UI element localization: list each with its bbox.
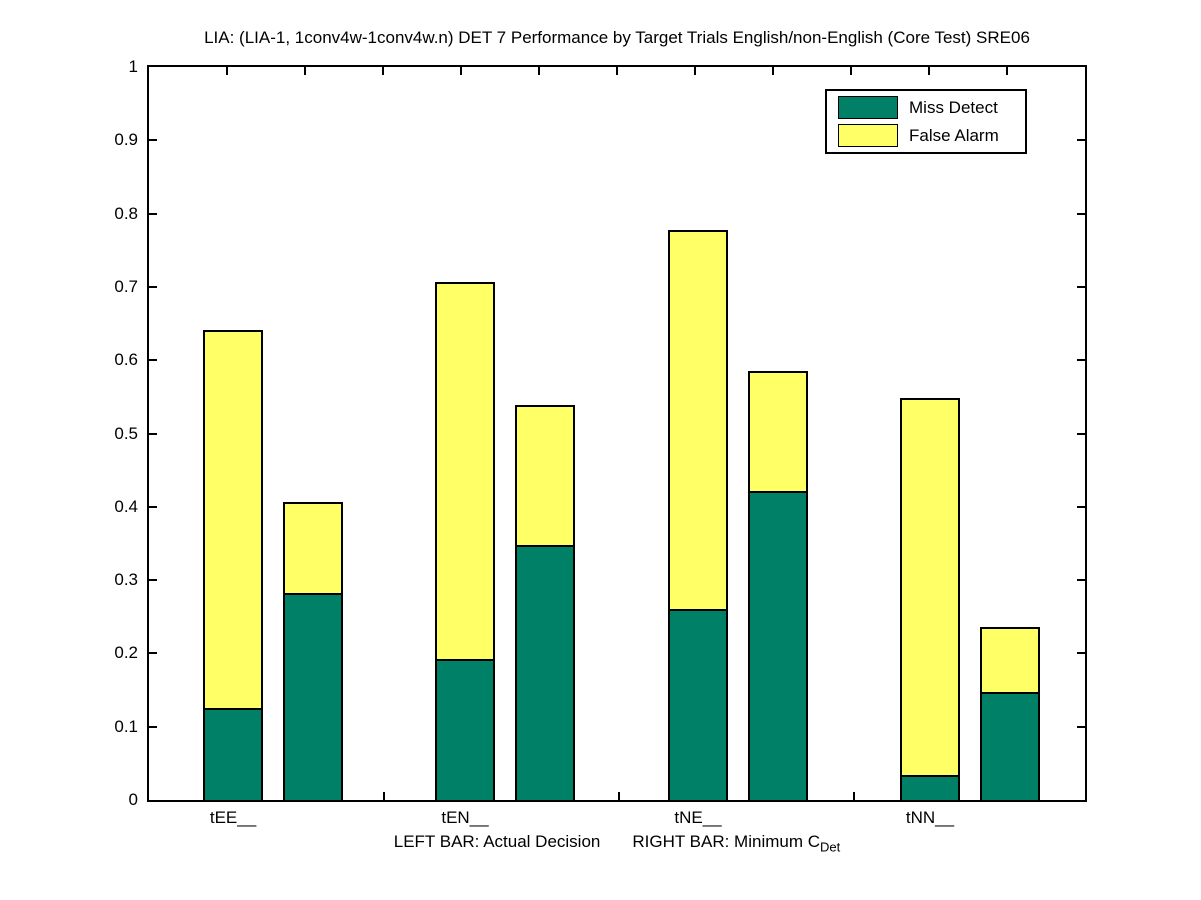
- plot-area: [147, 65, 1087, 802]
- chart-title: LIA: (LIA-1, 1conv4w-1conv4w.n) DET 7 Pe…: [204, 28, 1030, 47]
- x-axis-label-left-bar: LEFT BAR: Actual Decision: [393, 832, 601, 851]
- x-axis-tick-top: [460, 67, 462, 75]
- y-axis-tick: [1077, 212, 1085, 215]
- x-axis-tick-top: [538, 67, 540, 75]
- y-tick-label: 0.1: [114, 716, 138, 736]
- bar-tEN-actual-decision: [435, 282, 495, 800]
- false-alarm-segment: [437, 284, 493, 661]
- y-axis-tick: [1077, 285, 1085, 288]
- bar-tEN-minimum-cdet: [515, 405, 575, 800]
- y-tick-label: 0.7: [114, 276, 138, 296]
- y-tick-label: 0.9: [114, 130, 138, 150]
- miss-detect-segment: [437, 659, 493, 800]
- x-axis-tick-top: [1006, 67, 1008, 75]
- false-alarm-segment: [670, 232, 726, 611]
- x-axis-tick-top: [382, 67, 384, 75]
- y-axis-tick: [1077, 725, 1085, 728]
- legend-item-false-alarm: False Alarm: [838, 124, 1025, 147]
- false-alarm-segment: [902, 400, 958, 777]
- legend-label-false-alarm: False Alarm: [909, 125, 999, 145]
- miss-detect-segment: [670, 609, 726, 800]
- y-tick-label: 0.5: [114, 423, 138, 443]
- y-axis-tick: [149, 725, 157, 728]
- y-axis-tick: [1077, 359, 1085, 362]
- x-axis-tick-top: [928, 67, 930, 75]
- y-tick-label: 0.4: [114, 496, 138, 516]
- x-axis-tick-bottom: [618, 792, 620, 800]
- false-alarm-segment: [285, 504, 341, 595]
- x-axis-tick-top: [304, 67, 306, 75]
- y-axis-tick: [1077, 579, 1085, 582]
- x-tick-label-tEN: tEN__: [441, 808, 489, 827]
- false-alarm-segment: [205, 332, 261, 710]
- x-tick-label-tEE: tEE__: [209, 808, 257, 827]
- miss-detect-segment: [982, 692, 1038, 800]
- y-axis-tick: [1077, 505, 1085, 508]
- x-axis-tick-top: [850, 67, 852, 75]
- bar-tEE-minimum-cdet: [283, 502, 343, 800]
- miss-detect-segment: [285, 593, 341, 800]
- y-axis-tick: [1077, 432, 1085, 435]
- false-alarm-segment: [982, 629, 1038, 694]
- y-axis-tick: [149, 139, 157, 142]
- x-axis-label-subscript: Det: [820, 839, 841, 855]
- miss-detect-segment: [205, 708, 261, 800]
- y-axis-tick: [149, 505, 157, 508]
- x-axis-label: LEFT BAR: Actual Decision RIGHT BAR: Min…: [147, 832, 1087, 853]
- x-tick-label-tNN: tNN__: [905, 808, 955, 827]
- miss-detect-swatch-icon: [838, 96, 898, 119]
- y-axis-tick: [1077, 652, 1085, 655]
- bar-tEE-actual-decision: [203, 330, 263, 800]
- x-axis-tick-top: [226, 67, 228, 75]
- y-tick-label: 0.2: [114, 643, 138, 663]
- bar-tNE-minimum-cdet: [748, 371, 808, 800]
- false-alarm-swatch-icon: [838, 124, 898, 147]
- miss-detect-segment: [750, 491, 806, 800]
- bar-tNN-actual-decision: [900, 398, 960, 800]
- x-axis-tick-top: [772, 67, 774, 75]
- x-axis-label-right-bar: RIGHT BAR: Minimum CDet: [632, 832, 841, 855]
- miss-detect-segment: [517, 545, 573, 800]
- false-alarm-segment: [517, 407, 573, 547]
- y-tick-label: 0.3: [114, 570, 138, 590]
- y-axis-tick: [149, 359, 157, 362]
- y-axis-tick: [149, 285, 157, 288]
- y-axis-tick: [149, 432, 157, 435]
- x-axis-tick-top: [616, 67, 618, 75]
- bar-tNN-minimum-cdet: [980, 627, 1040, 800]
- y-axis-tick: [149, 212, 157, 215]
- y-tick-label: 1: [128, 57, 138, 76]
- false-alarm-segment: [750, 373, 806, 493]
- x-axis-tick-top: [694, 67, 696, 75]
- bar-tNE-actual-decision: [668, 230, 728, 800]
- x-axis-tick-bottom: [853, 792, 855, 800]
- y-tick-label: 0: [128, 790, 138, 809]
- legend: Miss Detect False Alarm: [825, 89, 1027, 154]
- y-tick-label: 0.8: [114, 203, 138, 223]
- legend-label-miss-detect: Miss Detect: [909, 97, 998, 117]
- miss-detect-segment: [902, 775, 958, 800]
- x-tick-label-tNE: tNE__: [674, 808, 722, 827]
- legend-item-miss-detect: Miss Detect: [838, 96, 1025, 119]
- y-axis-tick: [149, 652, 157, 655]
- y-tick-label: 0.6: [114, 350, 138, 370]
- y-axis-tick: [149, 579, 157, 582]
- y-axis-tick: [1077, 139, 1085, 142]
- x-axis-tick-bottom: [383, 792, 385, 800]
